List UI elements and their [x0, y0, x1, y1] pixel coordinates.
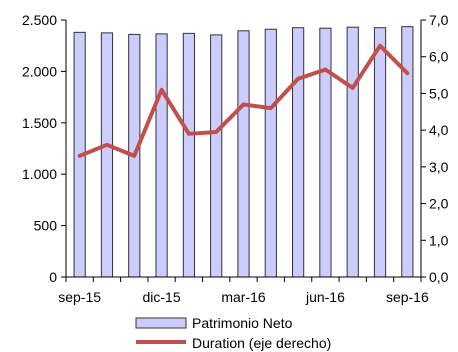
left-tick-label: 1.500 [22, 115, 57, 131]
bar-jul-16 [346, 26, 359, 278]
left-tick-label: 1.000 [22, 166, 57, 182]
duration-point-jun-16 [324, 68, 327, 71]
bar-dic-15 [155, 33, 168, 278]
bar-abr-16 [264, 28, 277, 278]
right-tick-label: 6,0 [429, 49, 449, 65]
duration-point-sep-16 [406, 72, 409, 75]
duration-point-ago-16 [379, 44, 382, 47]
legend: Patrimonio Neto Duration (eje derecho) [135, 315, 331, 351]
left-tick-label: 2.000 [22, 63, 57, 79]
right-tick-label: 4,0 [429, 122, 449, 138]
bar-ene-16 [182, 32, 195, 278]
legend-label-patrimonio-neto: Patrimonio Neto [192, 315, 293, 331]
duration-point-jul-16 [351, 86, 354, 89]
x-axis-tick-labels: sep-15 dic-15 mar-16 jun-16 sep-16 [58, 289, 429, 305]
x-tick-label-dic-15: dic-15 [143, 289, 181, 305]
x-tick-label-sep-15: sep-15 [58, 289, 101, 305]
duration-point-abr-16 [269, 107, 272, 110]
duration-point-may-16 [297, 77, 300, 80]
duration-point-mar-16 [242, 103, 245, 106]
bar-sep-16 [401, 26, 414, 278]
bar-ago-16 [373, 27, 387, 278]
bar-series [73, 26, 414, 278]
line-series [77, 43, 410, 158]
left-tick-label: 0 [49, 269, 57, 285]
legend-label-duration: Duration (eje derecho) [192, 335, 331, 351]
duration-point-ene-16 [187, 132, 190, 135]
duration-point-sep-15 [78, 154, 81, 157]
legend-swatch-patrimonio-neto [135, 317, 187, 329]
axes [61, 19, 426, 282]
duration-point-nov-15 [133, 154, 136, 157]
right-tick-label: 7,0 [429, 12, 449, 28]
right-tick-label: 3,0 [429, 159, 449, 175]
right-axis-tick-labels: 0,0 1,0 2,0 3,0 4,0 5,0 6,0 7,0 [429, 12, 449, 285]
right-tick-label: 1,0 [429, 232, 449, 248]
bar-mar-16 [237, 30, 250, 278]
left-tick-label: 500 [34, 218, 58, 234]
bar-jun-16 [319, 27, 332, 278]
right-tick-label: 2,0 [429, 196, 449, 212]
duration-point-dic-15 [160, 88, 163, 91]
bar-feb-16 [210, 34, 223, 278]
left-tick-label: 2.500 [22, 12, 57, 28]
x-tick-label-jun-16: jun-16 [305, 289, 345, 305]
duration-point-oct-15 [105, 143, 108, 146]
bar-may-16 [292, 27, 305, 278]
right-tick-label: 5,0 [429, 85, 449, 101]
x-tick-label-mar-16: mar-16 [221, 289, 266, 305]
right-tick-label: 0,0 [429, 269, 449, 285]
left-axis-tick-labels: 0 500 1.000 1.500 2.000 2.500 [22, 12, 57, 285]
duration-point-feb-16 [215, 130, 218, 133]
bar-oct-15 [100, 32, 114, 278]
x-tick-label-sep-16: sep-16 [386, 289, 429, 305]
